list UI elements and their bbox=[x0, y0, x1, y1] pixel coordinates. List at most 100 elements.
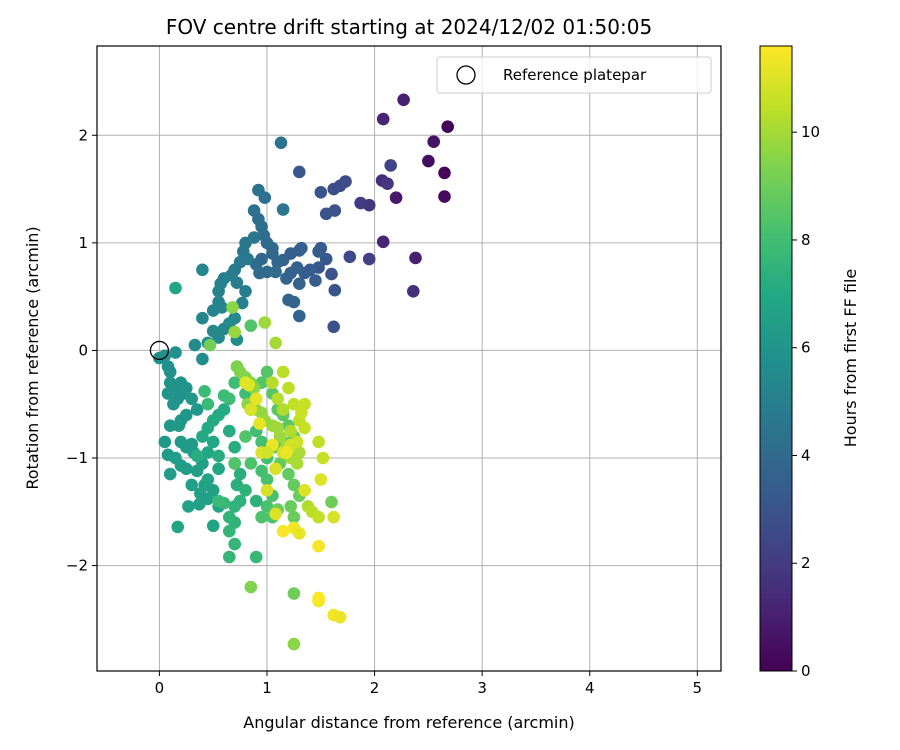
data-point bbox=[287, 587, 301, 600]
data-point bbox=[180, 462, 193, 476]
data-point bbox=[314, 186, 328, 199]
data-point bbox=[293, 309, 306, 323]
data-point bbox=[389, 191, 403, 204]
data-point bbox=[203, 338, 217, 352]
data-point bbox=[182, 500, 195, 513]
x-tick-label: 2 bbox=[370, 679, 380, 697]
data-point bbox=[282, 467, 295, 481]
data-point bbox=[312, 539, 325, 553]
data-point bbox=[244, 457, 258, 470]
data-point bbox=[282, 293, 295, 307]
data-point bbox=[427, 135, 441, 148]
data-point bbox=[384, 159, 398, 172]
data-points bbox=[153, 93, 455, 651]
data-point bbox=[266, 376, 279, 390]
data-point bbox=[333, 610, 347, 624]
data-point bbox=[284, 500, 298, 513]
colorbar: 0 2 4 6 8 10 Hours from first FF file bbox=[759, 45, 860, 680]
data-point bbox=[212, 494, 225, 508]
data-point bbox=[260, 365, 274, 379]
data-point bbox=[295, 406, 308, 420]
y-tick-label: 0 bbox=[78, 341, 88, 359]
data-point bbox=[212, 462, 225, 476]
data-point bbox=[290, 457, 304, 470]
data-point bbox=[273, 430, 287, 443]
data-point bbox=[196, 311, 209, 325]
data-point bbox=[226, 301, 239, 314]
data-point bbox=[247, 204, 261, 217]
data-point bbox=[354, 196, 367, 210]
data-point bbox=[192, 498, 206, 511]
plot-frame bbox=[96, 45, 722, 672]
data-point bbox=[249, 392, 263, 406]
data-point bbox=[212, 285, 225, 298]
data-point bbox=[269, 462, 282, 476]
data-point bbox=[244, 319, 258, 333]
data-point bbox=[328, 283, 342, 297]
colorbar-ticks: 0 2 4 6 8 10 bbox=[792, 123, 820, 680]
data-point bbox=[298, 484, 311, 497]
data-point bbox=[249, 494, 263, 508]
data-point bbox=[407, 285, 420, 298]
data-point bbox=[376, 235, 390, 249]
data-point bbox=[287, 397, 301, 411]
y-axis-label: Rotation from reference (arcmin) bbox=[23, 226, 42, 489]
x-tick-label: 4 bbox=[585, 679, 595, 697]
data-point bbox=[206, 484, 220, 497]
data-point bbox=[167, 397, 180, 411]
data-point bbox=[260, 500, 274, 513]
data-point bbox=[269, 336, 282, 350]
data-point bbox=[260, 446, 274, 459]
data-point bbox=[244, 403, 258, 416]
data-point bbox=[242, 378, 255, 392]
data-point bbox=[180, 381, 193, 395]
y-tick-label: −1 bbox=[66, 449, 88, 467]
data-point bbox=[314, 241, 328, 255]
data-point bbox=[287, 478, 301, 492]
colorbar-tick-label: 10 bbox=[801, 123, 820, 141]
data-point bbox=[312, 591, 325, 605]
data-point bbox=[293, 165, 306, 179]
reference-platepar-marker bbox=[149, 340, 170, 361]
data-point bbox=[228, 311, 241, 325]
x-axis-label: Angular distance from reference (arcmin) bbox=[243, 713, 574, 732]
data-point bbox=[196, 352, 209, 366]
data-point bbox=[397, 93, 410, 107]
data-point bbox=[201, 397, 215, 411]
data-point bbox=[228, 457, 241, 470]
data-point bbox=[316, 451, 330, 465]
x-tick-label: 5 bbox=[693, 679, 703, 697]
data-point bbox=[163, 467, 177, 481]
data-point bbox=[276, 365, 290, 379]
x-tick-label: 1 bbox=[262, 679, 272, 697]
data-point bbox=[223, 524, 236, 538]
data-point bbox=[223, 392, 236, 406]
data-point bbox=[269, 265, 282, 279]
data-point bbox=[274, 136, 288, 150]
data-point bbox=[190, 449, 204, 463]
data-point bbox=[269, 507, 282, 521]
colorbar-label: Hours from first FF file bbox=[841, 269, 860, 448]
data-point bbox=[284, 424, 298, 438]
data-point bbox=[287, 637, 301, 651]
data-point bbox=[185, 392, 198, 406]
data-point bbox=[298, 421, 311, 435]
chart-title: FOV centre drift starting at 2024/12/02 … bbox=[166, 15, 652, 39]
data-point bbox=[293, 527, 306, 540]
data-point bbox=[327, 510, 341, 524]
data-point bbox=[172, 419, 186, 433]
legend-box bbox=[436, 56, 712, 94]
data-point bbox=[422, 154, 435, 168]
y-tick-label: 1 bbox=[78, 234, 88, 252]
colorbar-gradient bbox=[759, 45, 793, 672]
colorbar-tick-label: 4 bbox=[801, 446, 811, 464]
data-point bbox=[282, 381, 295, 395]
data-point bbox=[228, 440, 241, 454]
x-axis-ticks: 0 1 2 3 4 5 bbox=[155, 671, 702, 697]
colorbar-tick-label: 8 bbox=[801, 231, 811, 249]
colorbar-tick-label: 0 bbox=[801, 662, 811, 680]
y-tick-label: −2 bbox=[66, 557, 88, 575]
data-point bbox=[217, 403, 231, 416]
data-point bbox=[169, 346, 182, 359]
